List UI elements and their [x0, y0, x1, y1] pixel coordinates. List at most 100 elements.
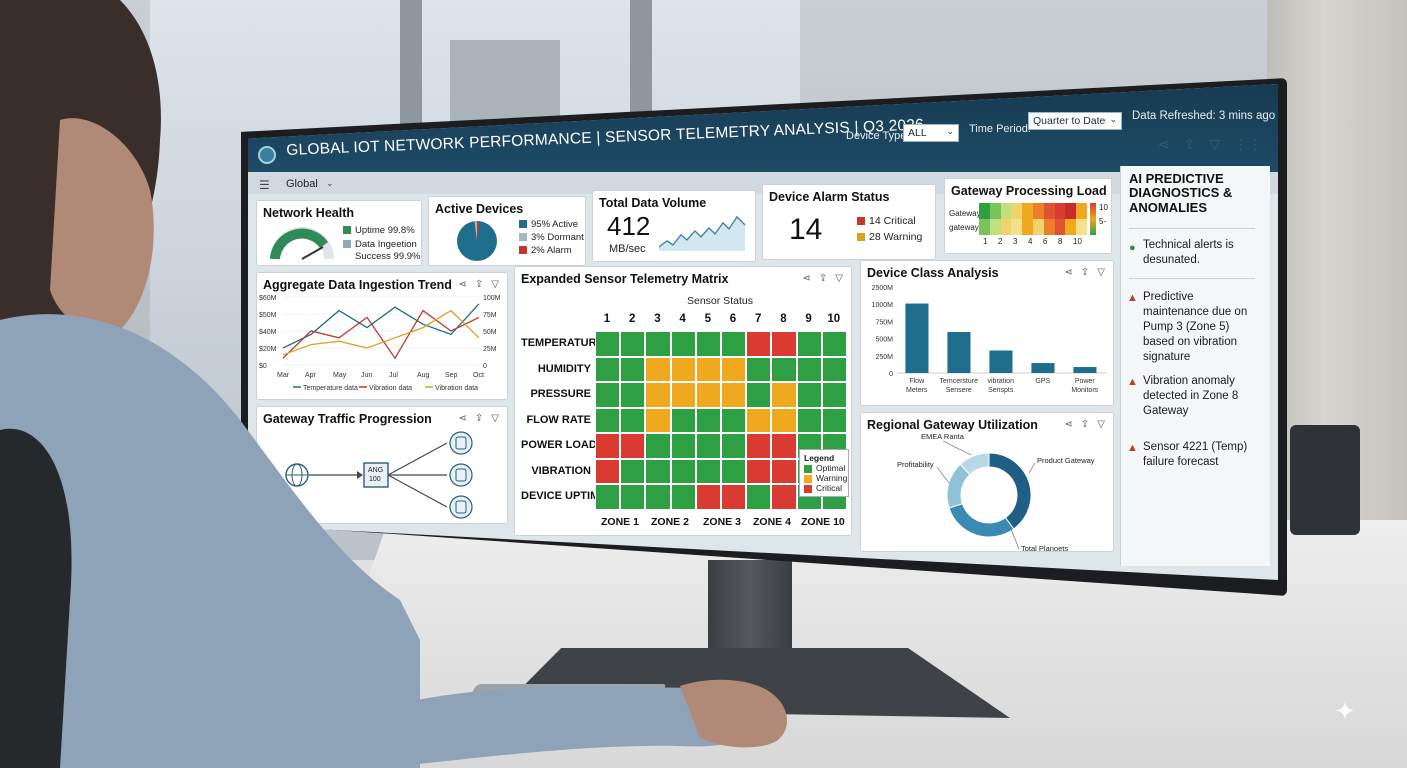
ai-alert-2[interactable]: Predictive maintenance due on Pump 3 (Zo… — [1143, 291, 1248, 363]
matrix-cell[interactable] — [771, 356, 797, 382]
matrix-cell[interactable] — [645, 433, 671, 459]
matrix-cell[interactable] — [595, 356, 621, 382]
share-icon[interactable]: ⋖ — [802, 273, 811, 284]
ai-alert-4[interactable]: Sensor 4221 (Temp) failure forecast — [1143, 441, 1248, 468]
matrix-cell[interactable] — [771, 458, 797, 484]
matrix-cell[interactable] — [746, 407, 772, 433]
matrix-cell[interactable] — [821, 356, 847, 382]
donut-slice[interactable] — [988, 452, 1032, 530]
matrix-cell[interactable] — [670, 484, 696, 510]
matrix-cell[interactable] — [620, 433, 646, 459]
matrix-cell[interactable] — [595, 458, 621, 484]
matrix-cell[interactable] — [746, 458, 772, 484]
scope-selector[interactable]: Global — [286, 178, 318, 190]
matrix-cell[interactable] — [695, 382, 721, 408]
matrix-cell[interactable] — [771, 484, 797, 510]
matrix-cell[interactable] — [721, 433, 747, 459]
filter-icon[interactable]: ▽ — [1097, 267, 1105, 278]
share-icon[interactable]: ⋖ — [1064, 267, 1073, 278]
grid-menu-icon[interactable]: ⋮⋮ — [1234, 136, 1262, 152]
share-icon[interactable]: ⋖ — [458, 413, 467, 424]
hamburger-icon[interactable]: ☰ — [259, 178, 270, 192]
matrix-cell[interactable] — [595, 484, 621, 510]
export-icon[interactable]: ⇪ — [474, 279, 484, 290]
matrix-cell[interactable] — [645, 382, 671, 408]
matrix-cell[interactable] — [746, 356, 772, 382]
matrix-cell[interactable] — [670, 356, 696, 382]
ai-alert-3[interactable]: Vibration anomaly detected in Zone 8 Gat… — [1143, 375, 1239, 417]
matrix-cell[interactable] — [620, 407, 646, 433]
matrix-cell[interactable] — [595, 407, 621, 433]
share-icon[interactable]: ⋖ — [458, 279, 467, 290]
matrix-cell[interactable] — [670, 433, 696, 459]
device-class-bar[interactable] — [947, 331, 971, 373]
filter-icon[interactable]: ▽ — [491, 413, 499, 424]
matrix-cell[interactable] — [645, 458, 671, 484]
matrix-cell[interactable] — [821, 407, 847, 433]
matrix-cell[interactable] — [645, 407, 671, 433]
matrix-cell[interactable] — [746, 382, 772, 408]
device-class-bar[interactable] — [905, 303, 929, 373]
matrix-cell[interactable] — [595, 382, 621, 408]
matrix-cell[interactable] — [620, 458, 646, 484]
matrix-cell[interactable] — [695, 356, 721, 382]
matrix-cell[interactable] — [796, 356, 822, 382]
donut-slice[interactable] — [959, 452, 990, 476]
matrix-cell[interactable] — [595, 433, 621, 459]
matrix-cell[interactable] — [721, 331, 747, 357]
matrix-cell[interactable] — [796, 407, 822, 433]
matrix-cell[interactable] — [746, 433, 772, 459]
matrix-cell[interactable] — [746, 484, 772, 510]
matrix-cell[interactable] — [620, 331, 646, 357]
export-icon[interactable]: ⇪ — [474, 413, 484, 424]
share-icon[interactable]: ⋖ — [1157, 136, 1170, 152]
matrix-cell[interactable] — [695, 331, 721, 357]
donut-slice[interactable] — [948, 503, 1015, 538]
filter-icon[interactable]: ▽ — [835, 273, 843, 284]
matrix-cell[interactable] — [821, 331, 847, 357]
matrix-cell[interactable] — [670, 458, 696, 484]
export-icon[interactable]: ⇪ — [1080, 267, 1090, 278]
matrix-cell[interactable] — [645, 331, 671, 357]
matrix-cell[interactable] — [695, 433, 721, 459]
share-icon[interactable]: ⋖ — [1064, 419, 1073, 430]
matrix-cell[interactable] — [670, 407, 696, 433]
matrix-cell[interactable] — [771, 433, 797, 459]
matrix-cell[interactable] — [620, 382, 646, 408]
matrix-cell[interactable] — [746, 331, 772, 357]
time-period-select[interactable]: Quarter to Date ⌄ — [1028, 112, 1122, 130]
matrix-cell[interactable] — [670, 331, 696, 357]
matrix-cell[interactable] — [695, 458, 721, 484]
export-icon[interactable]: ⇪ — [1183, 136, 1196, 152]
filter-icon[interactable]: ▽ — [1209, 136, 1220, 152]
device-type-select[interactable]: ALL ⌄ — [903, 124, 959, 142]
matrix-cell[interactable] — [620, 484, 646, 510]
device-class-bar[interactable] — [1073, 367, 1097, 373]
matrix-cell[interactable] — [721, 407, 747, 433]
filter-icon[interactable]: ▽ — [491, 279, 499, 290]
matrix-cell[interactable] — [645, 356, 671, 382]
matrix-cell[interactable] — [796, 382, 822, 408]
matrix-cell[interactable] — [796, 331, 822, 357]
matrix-cell[interactable] — [771, 331, 797, 357]
matrix-cell[interactable] — [721, 356, 747, 382]
matrix-cell[interactable] — [620, 356, 646, 382]
matrix-cell[interactable] — [670, 382, 696, 408]
chevron-down-icon[interactable]: ⌄ — [326, 178, 334, 188]
matrix-cell[interactable] — [721, 458, 747, 484]
ai-alert-1[interactable]: Technical alerts is desunated. — [1143, 239, 1234, 266]
matrix-cell[interactable] — [771, 407, 797, 433]
export-icon[interactable]: ⇪ — [1080, 419, 1090, 430]
device-class-bar[interactable] — [1031, 363, 1055, 373]
matrix-cell[interactable] — [645, 484, 671, 510]
matrix-cell[interactable] — [721, 382, 747, 408]
filter-icon[interactable]: ▽ — [1097, 419, 1105, 430]
matrix-cell[interactable] — [595, 331, 621, 357]
device-class-bar[interactable] — [989, 350, 1013, 373]
matrix-cell[interactable] — [821, 382, 847, 408]
matrix-cell[interactable] — [721, 484, 747, 510]
matrix-cell[interactable] — [695, 484, 721, 510]
export-icon[interactable]: ⇪ — [818, 273, 828, 284]
matrix-cell[interactable] — [771, 382, 797, 408]
matrix-cell[interactable] — [695, 407, 721, 433]
